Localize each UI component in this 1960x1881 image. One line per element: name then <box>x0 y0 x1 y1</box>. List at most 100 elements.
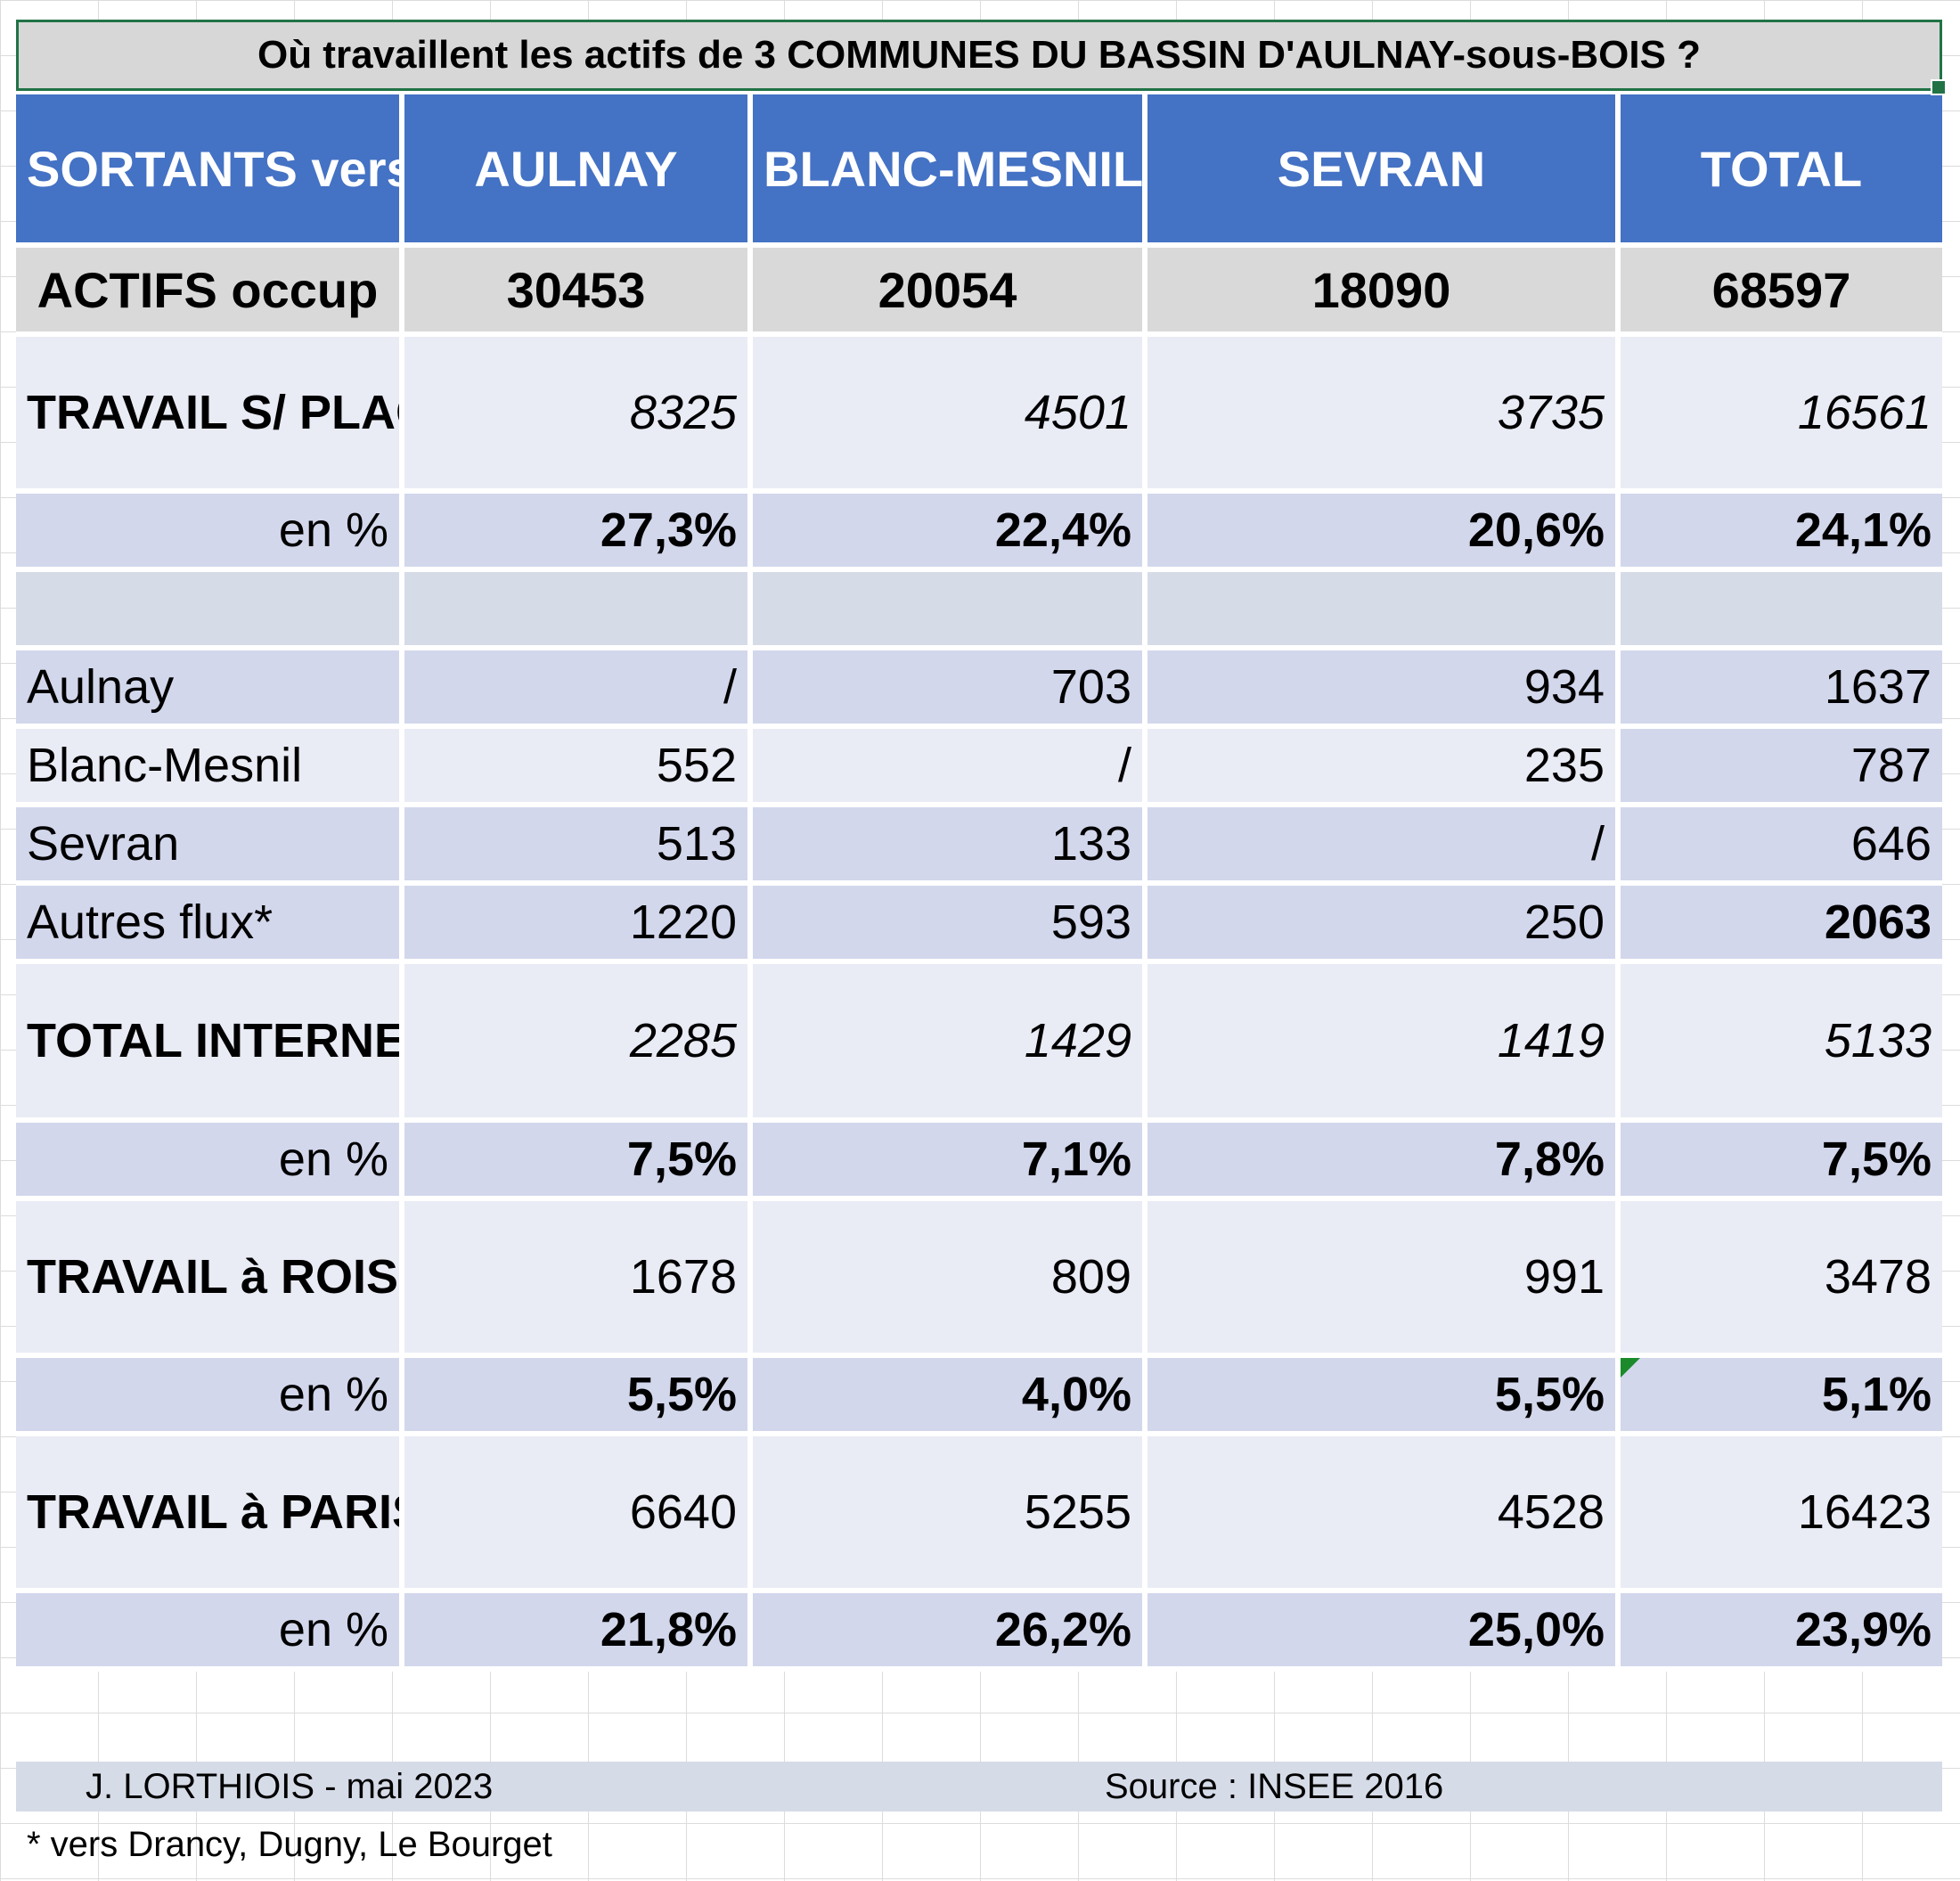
empty-cell[interactable] <box>1147 572 1615 645</box>
row-label[interactable]: en % <box>16 494 399 567</box>
row-label[interactable]: TRAVAIL S/ PLACE <box>16 337 399 488</box>
table-cell[interactable]: / <box>753 729 1142 802</box>
header-cell-sevran[interactable]: SEVRAN <box>1147 94 1615 242</box>
header-cell-aulnay[interactable]: AULNAY <box>404 94 747 242</box>
table-cell[interactable]: 4528 <box>1147 1436 1615 1588</box>
page-title: Où travaillent les actifs de 3 COMMUNES … <box>257 33 1702 77</box>
table-cell[interactable]: 593 <box>753 886 1142 959</box>
table-cell[interactable]: 5,5% <box>1147 1358 1615 1431</box>
table-cell[interactable]: 787 <box>1621 729 1942 802</box>
empty-cell[interactable] <box>404 572 747 645</box>
row-label[interactable]: Blanc-Mesnil <box>16 729 399 802</box>
table-cell[interactable]: 6640 <box>404 1436 747 1588</box>
table-cell[interactable]: 21,8% <box>404 1593 747 1666</box>
header-cell-blanc-mesnil[interactable]: BLANC-MESNIL <box>753 94 1142 242</box>
table-row-paris: TRAVAIL à PARIS 6640 5255 4528 16423 <box>16 1436 1942 1588</box>
table-cell[interactable]: 7,5% <box>404 1123 747 1196</box>
empty-cell[interactable] <box>16 572 399 645</box>
table-cell[interactable]: 809 <box>753 1201 1142 1353</box>
footer-note-row: * vers Drancy, Dugny, Le Bourget <box>16 1816 1942 1873</box>
table-cell[interactable]: 646 <box>1621 807 1942 880</box>
table-cell[interactable]: 3478 <box>1621 1201 1942 1353</box>
table-row-blank <box>16 572 1942 645</box>
table-cell[interactable]: 24,1% <box>1621 494 1942 567</box>
table-cell[interactable]: 5133 <box>1621 964 1942 1117</box>
table-cell[interactable]: 30453 <box>404 248 747 331</box>
empty-cell[interactable] <box>1621 572 1942 645</box>
table-cell[interactable]: 27,3% <box>404 494 747 567</box>
error-indicator-icon[interactable] <box>1621 1358 1640 1378</box>
table-cell[interactable]: 235 <box>1147 729 1615 802</box>
table-cell[interactable]: / <box>1147 807 1615 880</box>
table-row-travail-place-pct: en % 27,3% 22,4% 20,6% 24,1% <box>16 494 1942 567</box>
table-cell[interactable]: / <box>404 650 747 724</box>
table-cell[interactable]: 18090 <box>1147 248 1615 331</box>
table-cell[interactable]: 23,9% <box>1621 1593 1942 1666</box>
row-label[interactable]: Autres flux* <box>16 886 399 959</box>
title-cell[interactable]: Où travaillent les actifs de 3 COMMUNES … <box>16 20 1947 95</box>
table-cell[interactable]: 703 <box>753 650 1142 724</box>
table-cell[interactable]: 3735 <box>1147 337 1615 488</box>
row-label[interactable]: TOTAL INTERNE <box>16 964 399 1117</box>
table-cell[interactable]: 2063 <box>1621 886 1942 959</box>
row-label[interactable]: TRAVAIL à PARIS <box>16 1436 399 1588</box>
table-cell[interactable]: 1678 <box>404 1201 747 1353</box>
table-cell[interactable]: 7,8% <box>1147 1123 1615 1196</box>
table-row-total-interne-pct: en % 7,5% 7,1% 7,8% 7,5% <box>16 1123 1942 1196</box>
table-cell[interactable]: 26,2% <box>753 1593 1142 1666</box>
author-credit[interactable]: J. LORTHIOIS - mai 2023 <box>86 1766 494 1806</box>
row-label[interactable]: en % <box>16 1123 399 1196</box>
table-cell[interactable]: 2285 <box>404 964 747 1117</box>
table-row-flow-autres: Autres flux* 1220 593 250 2063 <box>16 886 1942 959</box>
table-cell[interactable]: 16423 <box>1621 1436 1942 1588</box>
empty-cell[interactable] <box>753 572 1142 645</box>
table-cell[interactable]: 552 <box>404 729 747 802</box>
table-cell[interactable]: 991 <box>1147 1201 1615 1353</box>
row-label[interactable]: Sevran <box>16 807 399 880</box>
table-cell[interactable]: 1220 <box>404 886 747 959</box>
table-row-flow-aulnay: Aulnay / 703 934 1637 <box>16 650 1942 724</box>
row-label[interactable]: ACTIFS occup <box>16 248 399 331</box>
table-cell[interactable]: 934 <box>1147 650 1615 724</box>
table-sheet: Où travaillent les actifs de 3 COMMUNES … <box>16 20 1947 1864</box>
data-table: SORTANTS vers AULNAY BLANC-MESNIL SEVRAN… <box>11 89 1948 1672</box>
table-cell[interactable]: 1429 <box>753 964 1142 1117</box>
table-cell[interactable]: 20,6% <box>1147 494 1615 567</box>
table-cell[interactable]: 4501 <box>753 337 1142 488</box>
table-cell[interactable]: 7,5% <box>1621 1123 1942 1196</box>
footer-credit-row: J. LORTHIOIS - mai 2023 Source : INSEE 2… <box>16 1762 1942 1811</box>
table-cell[interactable]: 250 <box>1147 886 1615 959</box>
table-cell[interactable]: 22,4% <box>753 494 1142 567</box>
table-cell[interactable]: 5,5% <box>404 1358 747 1431</box>
table-cell[interactable]: 7,1% <box>753 1123 1142 1196</box>
row-label[interactable]: en % <box>16 1593 399 1666</box>
header-cell-sortants[interactable]: SORTANTS vers <box>16 94 399 242</box>
table-row-roissy: TRAVAIL à ROISSY 1678 809 991 3478 <box>16 1201 1942 1353</box>
table-row-flow-blanc-mesnil: Blanc-Mesnil 552 / 235 787 <box>16 729 1942 802</box>
table-cell[interactable]: 5,1% <box>1621 1358 1942 1431</box>
table-cell[interactable]: 8325 <box>404 337 747 488</box>
table-cell[interactable]: 20054 <box>753 248 1142 331</box>
table-cell[interactable]: 25,0% <box>1147 1593 1615 1666</box>
table-cell[interactable]: 133 <box>753 807 1142 880</box>
row-label[interactable]: TRAVAIL à ROISSY <box>16 1201 399 1353</box>
table-row-total-interne: TOTAL INTERNE 2285 1429 1419 5133 <box>16 964 1942 1117</box>
table-cell[interactable]: 4,0% <box>753 1358 1142 1431</box>
table-row-travail-place: TRAVAIL S/ PLACE 8325 4501 3735 16561 <box>16 337 1942 488</box>
table-cell[interactable]: 1419 <box>1147 964 1615 1117</box>
cell-value: 5,1% <box>1821 1368 1931 1421</box>
row-label[interactable]: en % <box>16 1358 399 1431</box>
table-cell[interactable]: 68597 <box>1621 248 1942 331</box>
table-cell[interactable]: 513 <box>404 807 747 880</box>
fill-handle[interactable] <box>1931 79 1947 95</box>
table-row-roissy-pct: en % 5,5% 4,0% 5,5% 5,1% <box>16 1358 1942 1431</box>
table-row-flow-sevran: Sevran 513 133 / 646 <box>16 807 1942 880</box>
table-row-paris-pct: en % 21,8% 26,2% 25,0% 23,9% <box>16 1593 1942 1666</box>
header-cell-total[interactable]: TOTAL <box>1621 94 1942 242</box>
footnote[interactable]: * vers Drancy, Dugny, Le Bourget <box>27 1824 552 1864</box>
table-cell[interactable]: 16561 <box>1621 337 1942 488</box>
row-label[interactable]: Aulnay <box>16 650 399 724</box>
table-cell[interactable]: 5255 <box>753 1436 1142 1588</box>
source-credit[interactable]: Source : INSEE 2016 <box>1105 1766 1444 1806</box>
table-cell[interactable]: 1637 <box>1621 650 1942 724</box>
